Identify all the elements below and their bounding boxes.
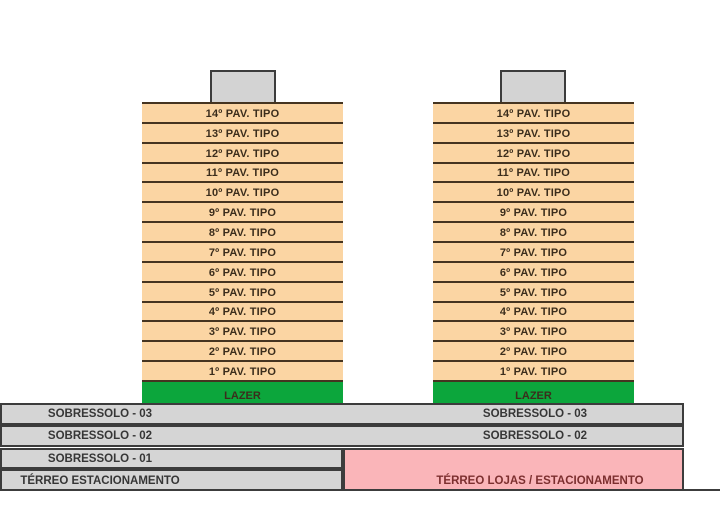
tower1-floor-11: 11º PAV. TIPO	[142, 163, 343, 184]
tower1-floor-4: 4º PAV. TIPO	[142, 302, 343, 323]
tower2-floor-10: 10º PAV. TIPO	[433, 183, 634, 204]
tower1-floor-2: 2º PAV. TIPO	[142, 342, 343, 363]
basement-row-sobressolo2	[0, 425, 684, 447]
tower1-floor-6: 6º PAV. TIPO	[142, 262, 343, 283]
tower2-floor-8: 8º PAV. TIPO	[433, 223, 634, 244]
tower1-floor-5: 5º PAV. TIPO	[142, 282, 343, 303]
tower2-floor-1: 1º PAV. TIPO	[433, 362, 634, 383]
tower2-floor-2: 2º PAV. TIPO	[433, 342, 634, 363]
tower2-floor-3: 3º PAV. TIPO	[433, 322, 634, 343]
tower1-floor-12: 12º PAV. TIPO	[142, 143, 343, 164]
tower2-floor-6: 6º PAV. TIPO	[433, 262, 634, 283]
label-terreo-lojas-estacionamento: TÉRREO LOJAS / ESTACIONAMENTO	[436, 475, 644, 487]
basement-row-sobressolo3	[0, 403, 684, 425]
tower1-floor-14: 14º PAV. TIPO	[142, 104, 343, 124]
label-sobressolo3-left: SOBRESSOLO - 03	[47, 408, 153, 420]
tower1-roof-box	[210, 70, 276, 104]
tower1-floor-10: 10º PAV. TIPO	[142, 183, 343, 204]
label-terreo-estacionamento: TÉRREO ESTACIONAMENTO	[20, 475, 180, 487]
tower2-floor-12: 12º PAV. TIPO	[433, 143, 634, 164]
tower2-roof-box	[500, 70, 566, 104]
tower1-floor-7: 7º PAV. TIPO	[142, 243, 343, 263]
tower1-floor-3: 3º PAV. TIPO	[142, 322, 343, 343]
tower1-floor-9: 9º PAV. TIPO	[142, 203, 343, 224]
tower1-floor-8: 8º PAV. TIPO	[142, 223, 343, 244]
tower1-lazer-band: LAZER	[142, 382, 343, 406]
tower-1: 14º PAV. TIPO 13º PAV. TIPO 12º PAV. TIP…	[142, 102, 343, 406]
tower2-lazer-band: LAZER	[433, 382, 634, 406]
label-sobressolo2-left: SOBRESSOLO - 02	[47, 430, 153, 442]
tower2-floor-9: 9º PAV. TIPO	[433, 203, 634, 224]
tower2-floor-4: 4º PAV. TIPO	[433, 302, 634, 323]
label-sobressolo3-right: SOBRESSOLO - 03	[482, 408, 588, 420]
label-sobressolo1: SOBRESSOLO - 01	[47, 453, 153, 465]
tower-2: 14º PAV. TIPO 13º PAV. TIPO 12º PAV. TIP…	[433, 102, 634, 406]
tower1-floor-13: 13º PAV. TIPO	[142, 123, 343, 144]
tower2-floor-11: 11º PAV. TIPO	[433, 163, 634, 184]
tower1-floor-1: 1º PAV. TIPO	[142, 362, 343, 383]
ground-line	[684, 489, 720, 491]
tower2-floor-13: 13º PAV. TIPO	[433, 123, 634, 144]
basement-row-terreo-estacionamento	[0, 469, 343, 491]
basement-row-sobressolo1	[0, 448, 343, 469]
terreo-lojas-block	[343, 448, 684, 491]
tower2-floor-7: 7º PAV. TIPO	[433, 243, 634, 263]
tower2-floor-5: 5º PAV. TIPO	[433, 282, 634, 303]
label-sobressolo2-right: SOBRESSOLO - 02	[482, 430, 588, 442]
tower2-floor-14: 14º PAV. TIPO	[433, 104, 634, 124]
